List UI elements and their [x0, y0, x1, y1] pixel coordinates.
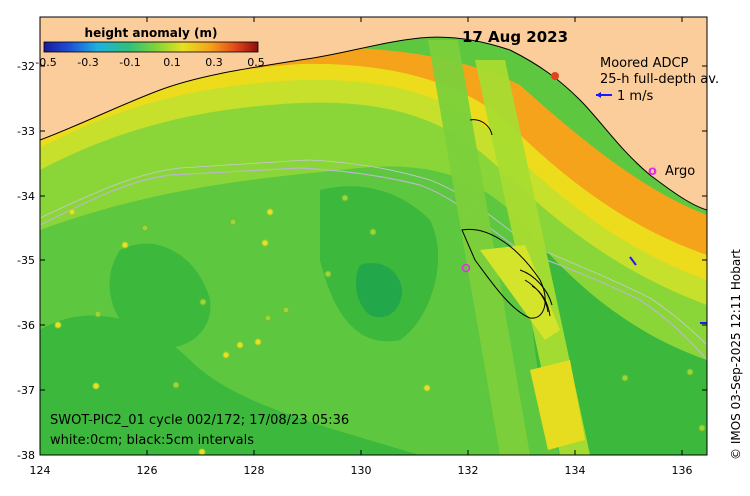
legend-arrowhead-icon — [596, 92, 601, 98]
colorbar-title: height anomaly (m) — [85, 26, 218, 40]
ocean-dark-patch — [320, 186, 439, 342]
lon-tick-label: 130 — [351, 464, 372, 477]
lat-tick-label: -32 — [17, 60, 35, 73]
legend-adcp-subtitle: 25-h full-depth av. — [600, 72, 719, 87]
caption-line-2: white:0cm; black:5cm intervals — [50, 433, 254, 448]
colorbar-tick: 0.5 — [247, 56, 265, 69]
ocean-dark-patch — [109, 243, 211, 348]
lon-axis: 124 126 128 130 132 134 136 — [30, 17, 693, 477]
lon-tick-label: 126 — [137, 464, 158, 477]
adcp-current-vector — [629, 256, 637, 266]
bathymetry-contour — [40, 167, 707, 361]
swot-contour — [469, 119, 493, 136]
colorbar — [43, 41, 259, 53]
lat-tick-label: -33 — [17, 125, 35, 138]
lon-tick-label: 128 — [244, 464, 265, 477]
swot-swath-right — [475, 60, 590, 455]
legend-arrow-label: 1 m/s — [617, 89, 653, 104]
swot-swath-detail — [530, 360, 585, 450]
map-date: 17 Aug 2023 — [462, 28, 568, 46]
legend-adcp-title: Moored ADCP — [600, 56, 689, 71]
caption-line-1: SWOT-PIC2_01 cycle 002/172; 17/08/23 05:… — [50, 413, 349, 428]
colorbar-tick: 0.1 — [163, 56, 181, 69]
ocean-dark-patch — [40, 315, 420, 455]
swot-swath-detail — [480, 245, 560, 340]
legend-argo-symbol: o — [648, 164, 657, 179]
argo-float-marker — [461, 263, 471, 273]
lon-tick-label: 124 — [30, 464, 51, 477]
coastal-band-orange — [40, 47, 707, 255]
credit-text: © IMOS 03-Sep-2025 12:11 Hobart — [729, 249, 743, 460]
data-points — [54, 194, 706, 455]
colorbar-tick: -0.3 — [77, 56, 98, 69]
lat-tick-label: -34 — [17, 190, 35, 203]
land-mass — [40, 17, 707, 210]
lat-axis: -32 -33 -34 -35 -36 -37 -38 — [17, 60, 707, 462]
colorbar-ticks: -0.5 -0.3 -0.1 0.1 0.3 0.5 — [35, 56, 264, 69]
ocean-eddy — [355, 262, 402, 318]
shelf-band-light — [40, 94, 707, 361]
bathymetry-contour — [40, 159, 707, 346]
colorbar-tick: 0.3 — [205, 56, 223, 69]
lat-tick-label: -35 — [17, 254, 35, 267]
adcp-mooring-marker — [551, 72, 559, 80]
lat-tick-label: -38 — [17, 449, 35, 462]
lat-tick-label: -36 — [17, 319, 35, 332]
lon-tick-label: 136 — [672, 464, 693, 477]
colorbar-tick: -0.1 — [119, 56, 140, 69]
swot-swath-left — [428, 40, 530, 455]
lon-tick-label: 134 — [565, 464, 586, 477]
plot-frame — [39, 16, 708, 456]
swot-contour — [461, 228, 546, 319]
lon-tick-label: 132 — [458, 464, 479, 477]
swot-contour — [531, 285, 551, 317]
swot-contour — [519, 269, 553, 306]
coastline — [40, 36, 707, 211]
lat-tick-label: -37 — [17, 384, 35, 397]
legend-argo-label: Argo — [665, 164, 695, 179]
colorbar-tick: -0.5 — [35, 56, 56, 69]
